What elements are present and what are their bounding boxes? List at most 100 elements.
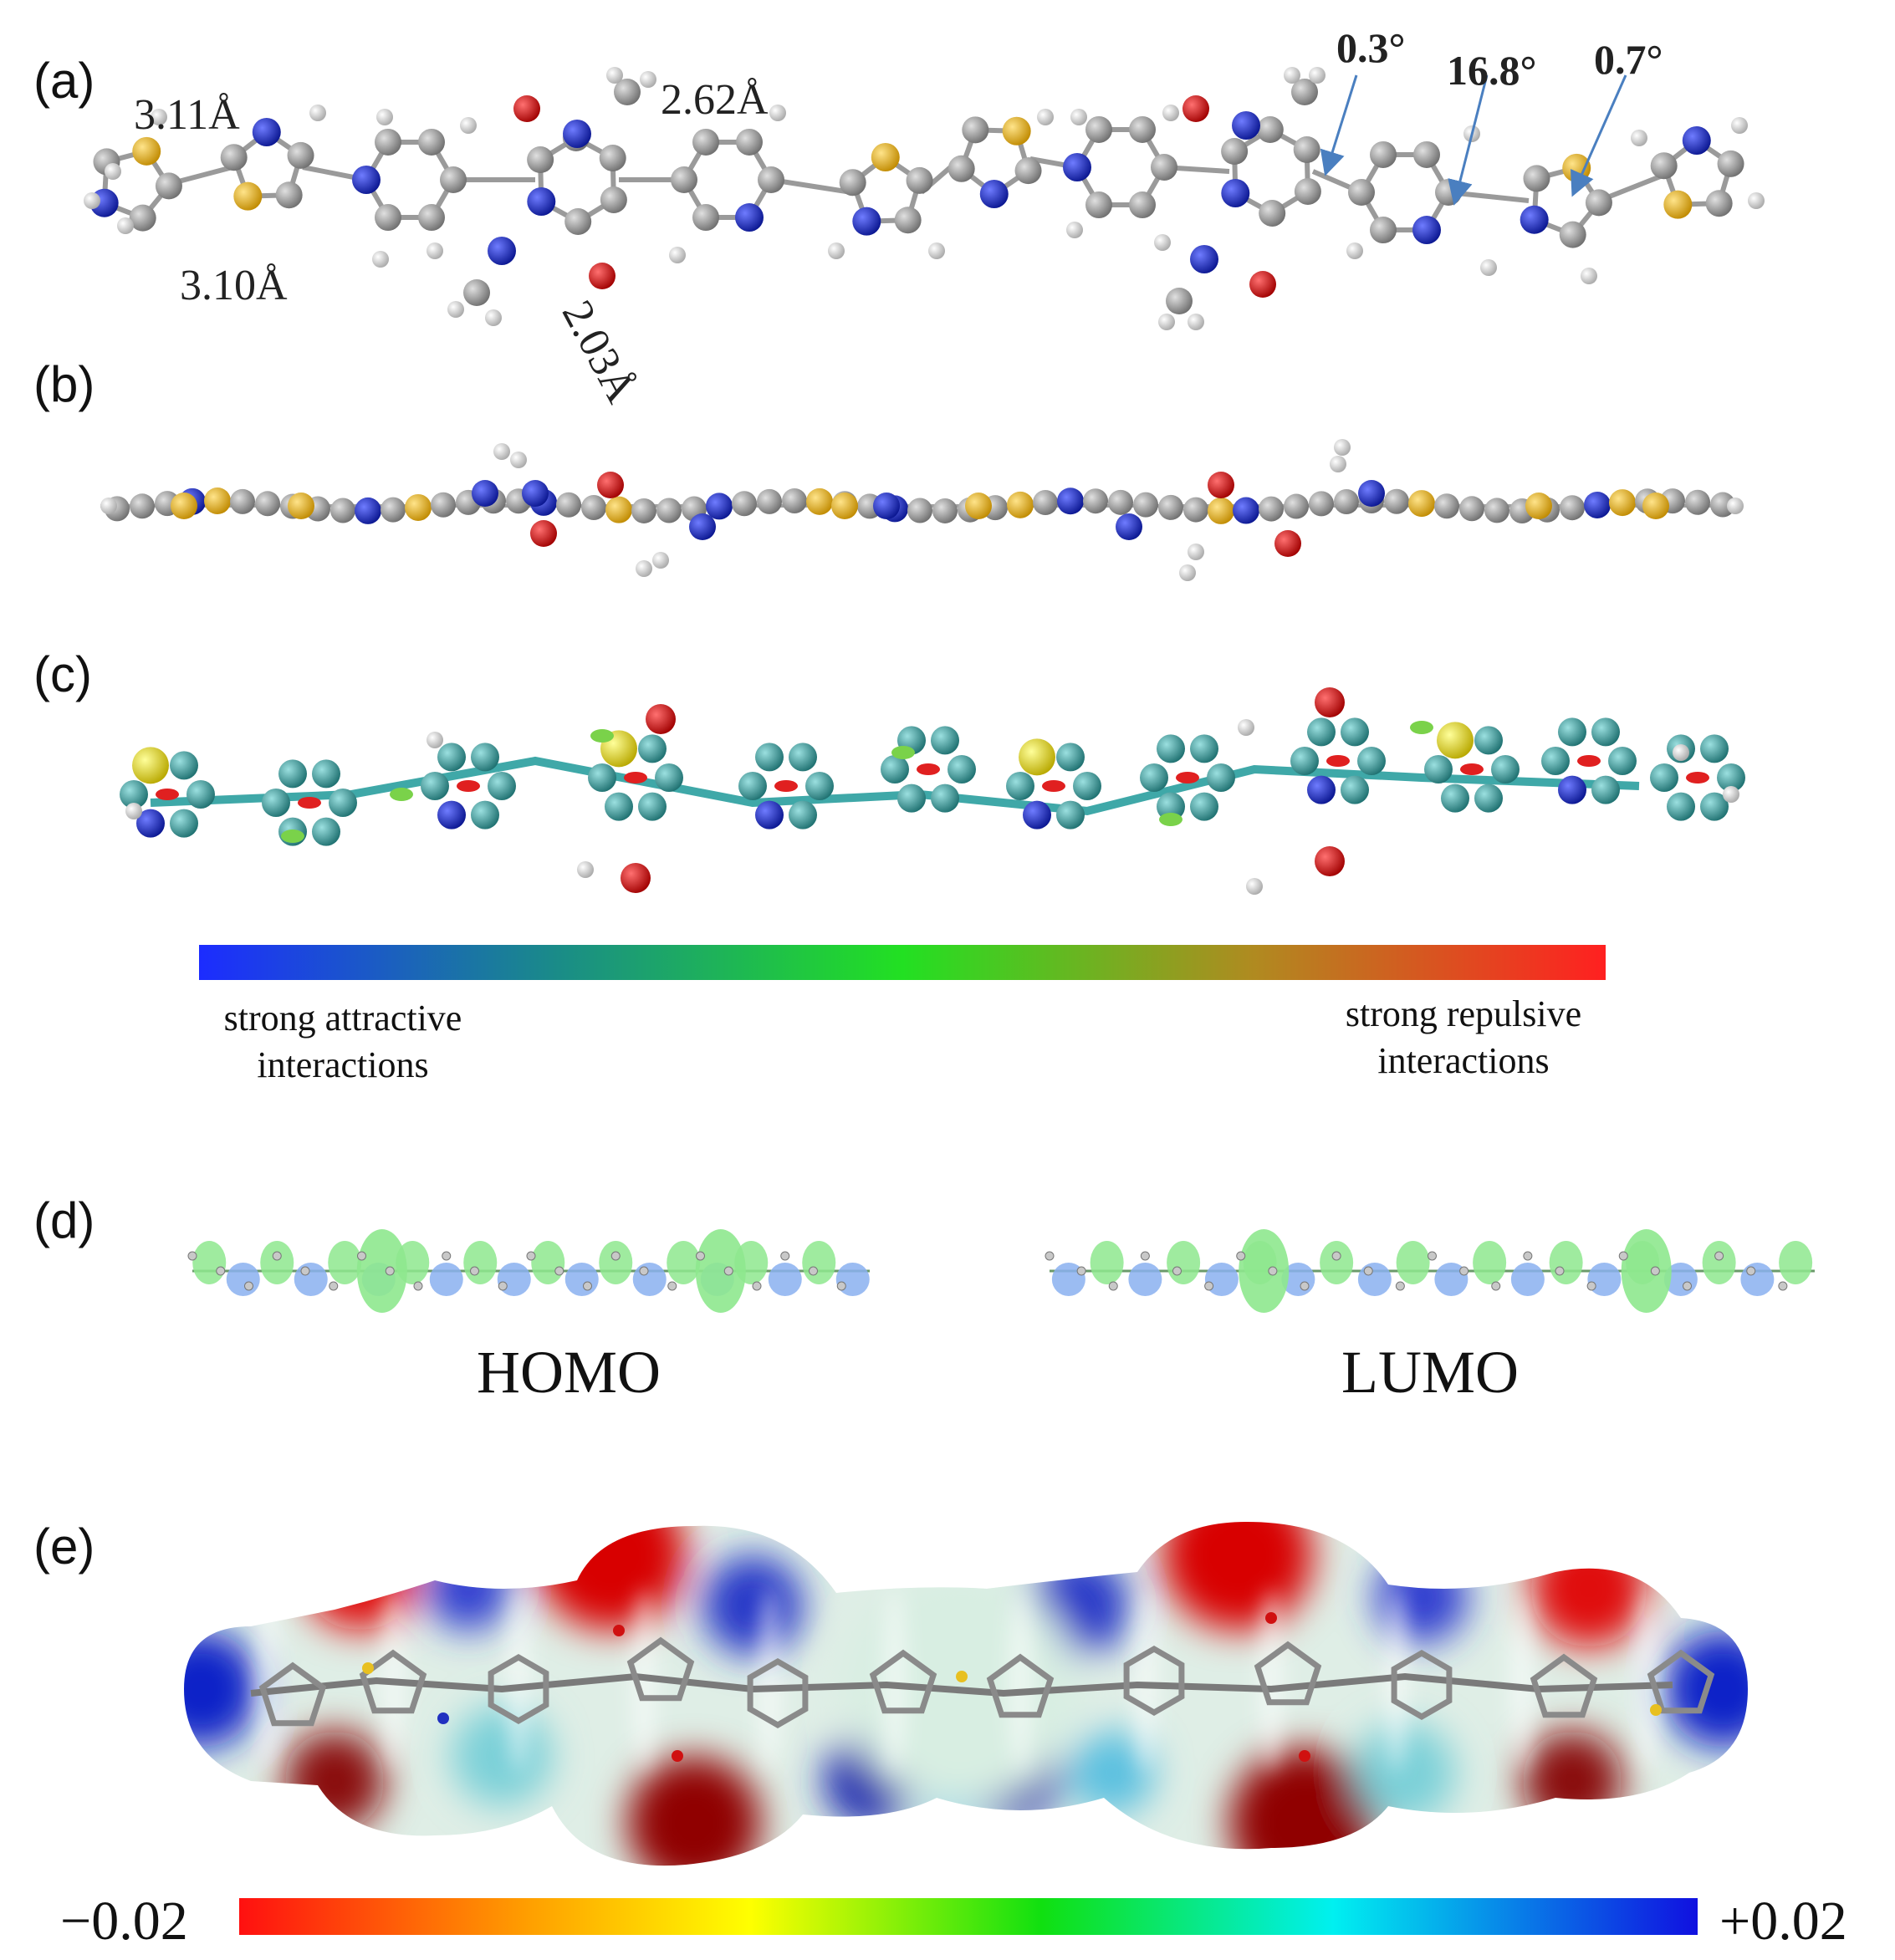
- atom-n: [355, 497, 381, 524]
- nci-atom: [421, 772, 449, 800]
- nci-atom: [755, 800, 784, 829]
- esp-ring: [1254, 1641, 1322, 1706]
- nci-atom: [948, 755, 976, 783]
- nci-isosurface-repulsive: [457, 780, 480, 792]
- esp-ring: [1123, 1645, 1185, 1717]
- atom-h: [1748, 192, 1765, 209]
- atom-c: [1151, 154, 1177, 181]
- orbital-lobe-negative: [564, 1263, 599, 1296]
- orbital-lobe-positive: [1702, 1241, 1736, 1284]
- atom-c: [692, 128, 719, 156]
- atom-n: [689, 513, 716, 540]
- atom-c: [440, 166, 467, 193]
- orbital-atom: [1236, 1251, 1246, 1261]
- orbital-atom: [1108, 1281, 1118, 1291]
- orbital-atom: [1459, 1266, 1469, 1276]
- orbital-atom: [1523, 1251, 1533, 1261]
- atom-h: [485, 309, 502, 326]
- orbital-atom: [1683, 1281, 1692, 1291]
- orbital-atom: [1331, 1251, 1341, 1261]
- nci-atom: [1717, 763, 1745, 792]
- atom-s: [1562, 153, 1591, 182]
- atom-c: [656, 498, 682, 523]
- atom-s: [233, 181, 263, 211]
- atom-s: [1002, 116, 1031, 145]
- atom-h: [100, 498, 117, 514]
- nci-atom: [621, 863, 651, 893]
- atom-c: [1560, 495, 1585, 521]
- nci-atom: [1558, 775, 1586, 804]
- atom-n: [527, 187, 556, 217]
- atom-h: [669, 247, 686, 263]
- esp-atom-marker: [362, 1662, 374, 1674]
- angle-label-2: 16.8°: [1447, 47, 1537, 94]
- atom-n: [563, 120, 591, 148]
- atom-c: [614, 79, 641, 105]
- atom-c: [757, 488, 782, 514]
- atom-c: [129, 204, 156, 232]
- atom-c: [599, 144, 626, 171]
- atom-c: [556, 492, 581, 518]
- nci-isosurface-vdw: [590, 729, 614, 743]
- angle-arrow-1: [1320, 74, 1358, 176]
- nci-atom: [1591, 775, 1620, 804]
- orbital-atom: [216, 1266, 226, 1276]
- nci-atom: [931, 726, 959, 755]
- orbital-lobe-negative: [226, 1263, 260, 1296]
- atom-c: [758, 166, 784, 193]
- atom-c: [907, 498, 932, 523]
- orbital-lobe-positive: [1167, 1241, 1201, 1284]
- orbital-atom: [413, 1281, 423, 1291]
- orbital-lobe-positive: [1779, 1241, 1813, 1284]
- nci-atom: [1673, 744, 1689, 761]
- esp-region: [1664, 1631, 1748, 1748]
- esp-ring: [869, 1649, 937, 1714]
- atom-c: [1284, 493, 1309, 519]
- atom-c: [1559, 221, 1586, 248]
- nci-atom: [170, 751, 198, 780]
- orbital-lobe-positive: [1473, 1241, 1507, 1284]
- atom-o: [530, 520, 557, 547]
- esp-atom-marker: [613, 1625, 625, 1636]
- atom-c: [1291, 79, 1318, 105]
- esp-ring: [258, 1661, 327, 1727]
- nci-isosurface-repulsive: [1042, 780, 1065, 792]
- atom-o: [1182, 95, 1209, 122]
- orbital-lobe-positive: [1396, 1241, 1430, 1284]
- nci-atom: [262, 789, 290, 817]
- nci-atom: [605, 792, 633, 821]
- orbital-lobe-positive: [356, 1229, 407, 1313]
- atom-h: [769, 105, 786, 121]
- atom-c: [1259, 496, 1284, 522]
- nci-atom: [278, 759, 307, 789]
- atom-n: [706, 493, 733, 520]
- orbital-atom: [470, 1266, 479, 1276]
- esp-region: [1070, 1731, 1154, 1815]
- orbital-atom: [1140, 1251, 1150, 1261]
- panel-e-esp-surface: [184, 1522, 1748, 1866]
- atom-c: [255, 491, 280, 517]
- distance-label-2: 3.10Å: [180, 262, 288, 309]
- esp-region: [1530, 1530, 1647, 1647]
- atom-c: [230, 488, 255, 514]
- orbital-lobe-negative: [429, 1263, 463, 1296]
- orbital-atom: [809, 1266, 818, 1276]
- atom-n: [1412, 216, 1441, 245]
- atom-c: [600, 186, 627, 213]
- esp-highlight: [1636, 1589, 1659, 1773]
- atom-s: [204, 487, 231, 515]
- atom-s: [806, 487, 833, 515]
- esp-color-scale: [239, 1898, 1698, 1935]
- orbital-atom: [1395, 1281, 1405, 1291]
- atom-c: [1256, 116, 1284, 144]
- orbital-atom: [696, 1251, 705, 1261]
- nci-atom: [1700, 792, 1729, 821]
- nci-atom: [312, 759, 340, 789]
- atom-c: [287, 141, 314, 169]
- atom-h: [151, 109, 167, 125]
- atom-c: [1434, 493, 1459, 519]
- esp-region: [627, 1756, 761, 1866]
- atom-n: [1520, 205, 1549, 234]
- atom-h: [1631, 130, 1647, 146]
- atom-h: [372, 251, 389, 268]
